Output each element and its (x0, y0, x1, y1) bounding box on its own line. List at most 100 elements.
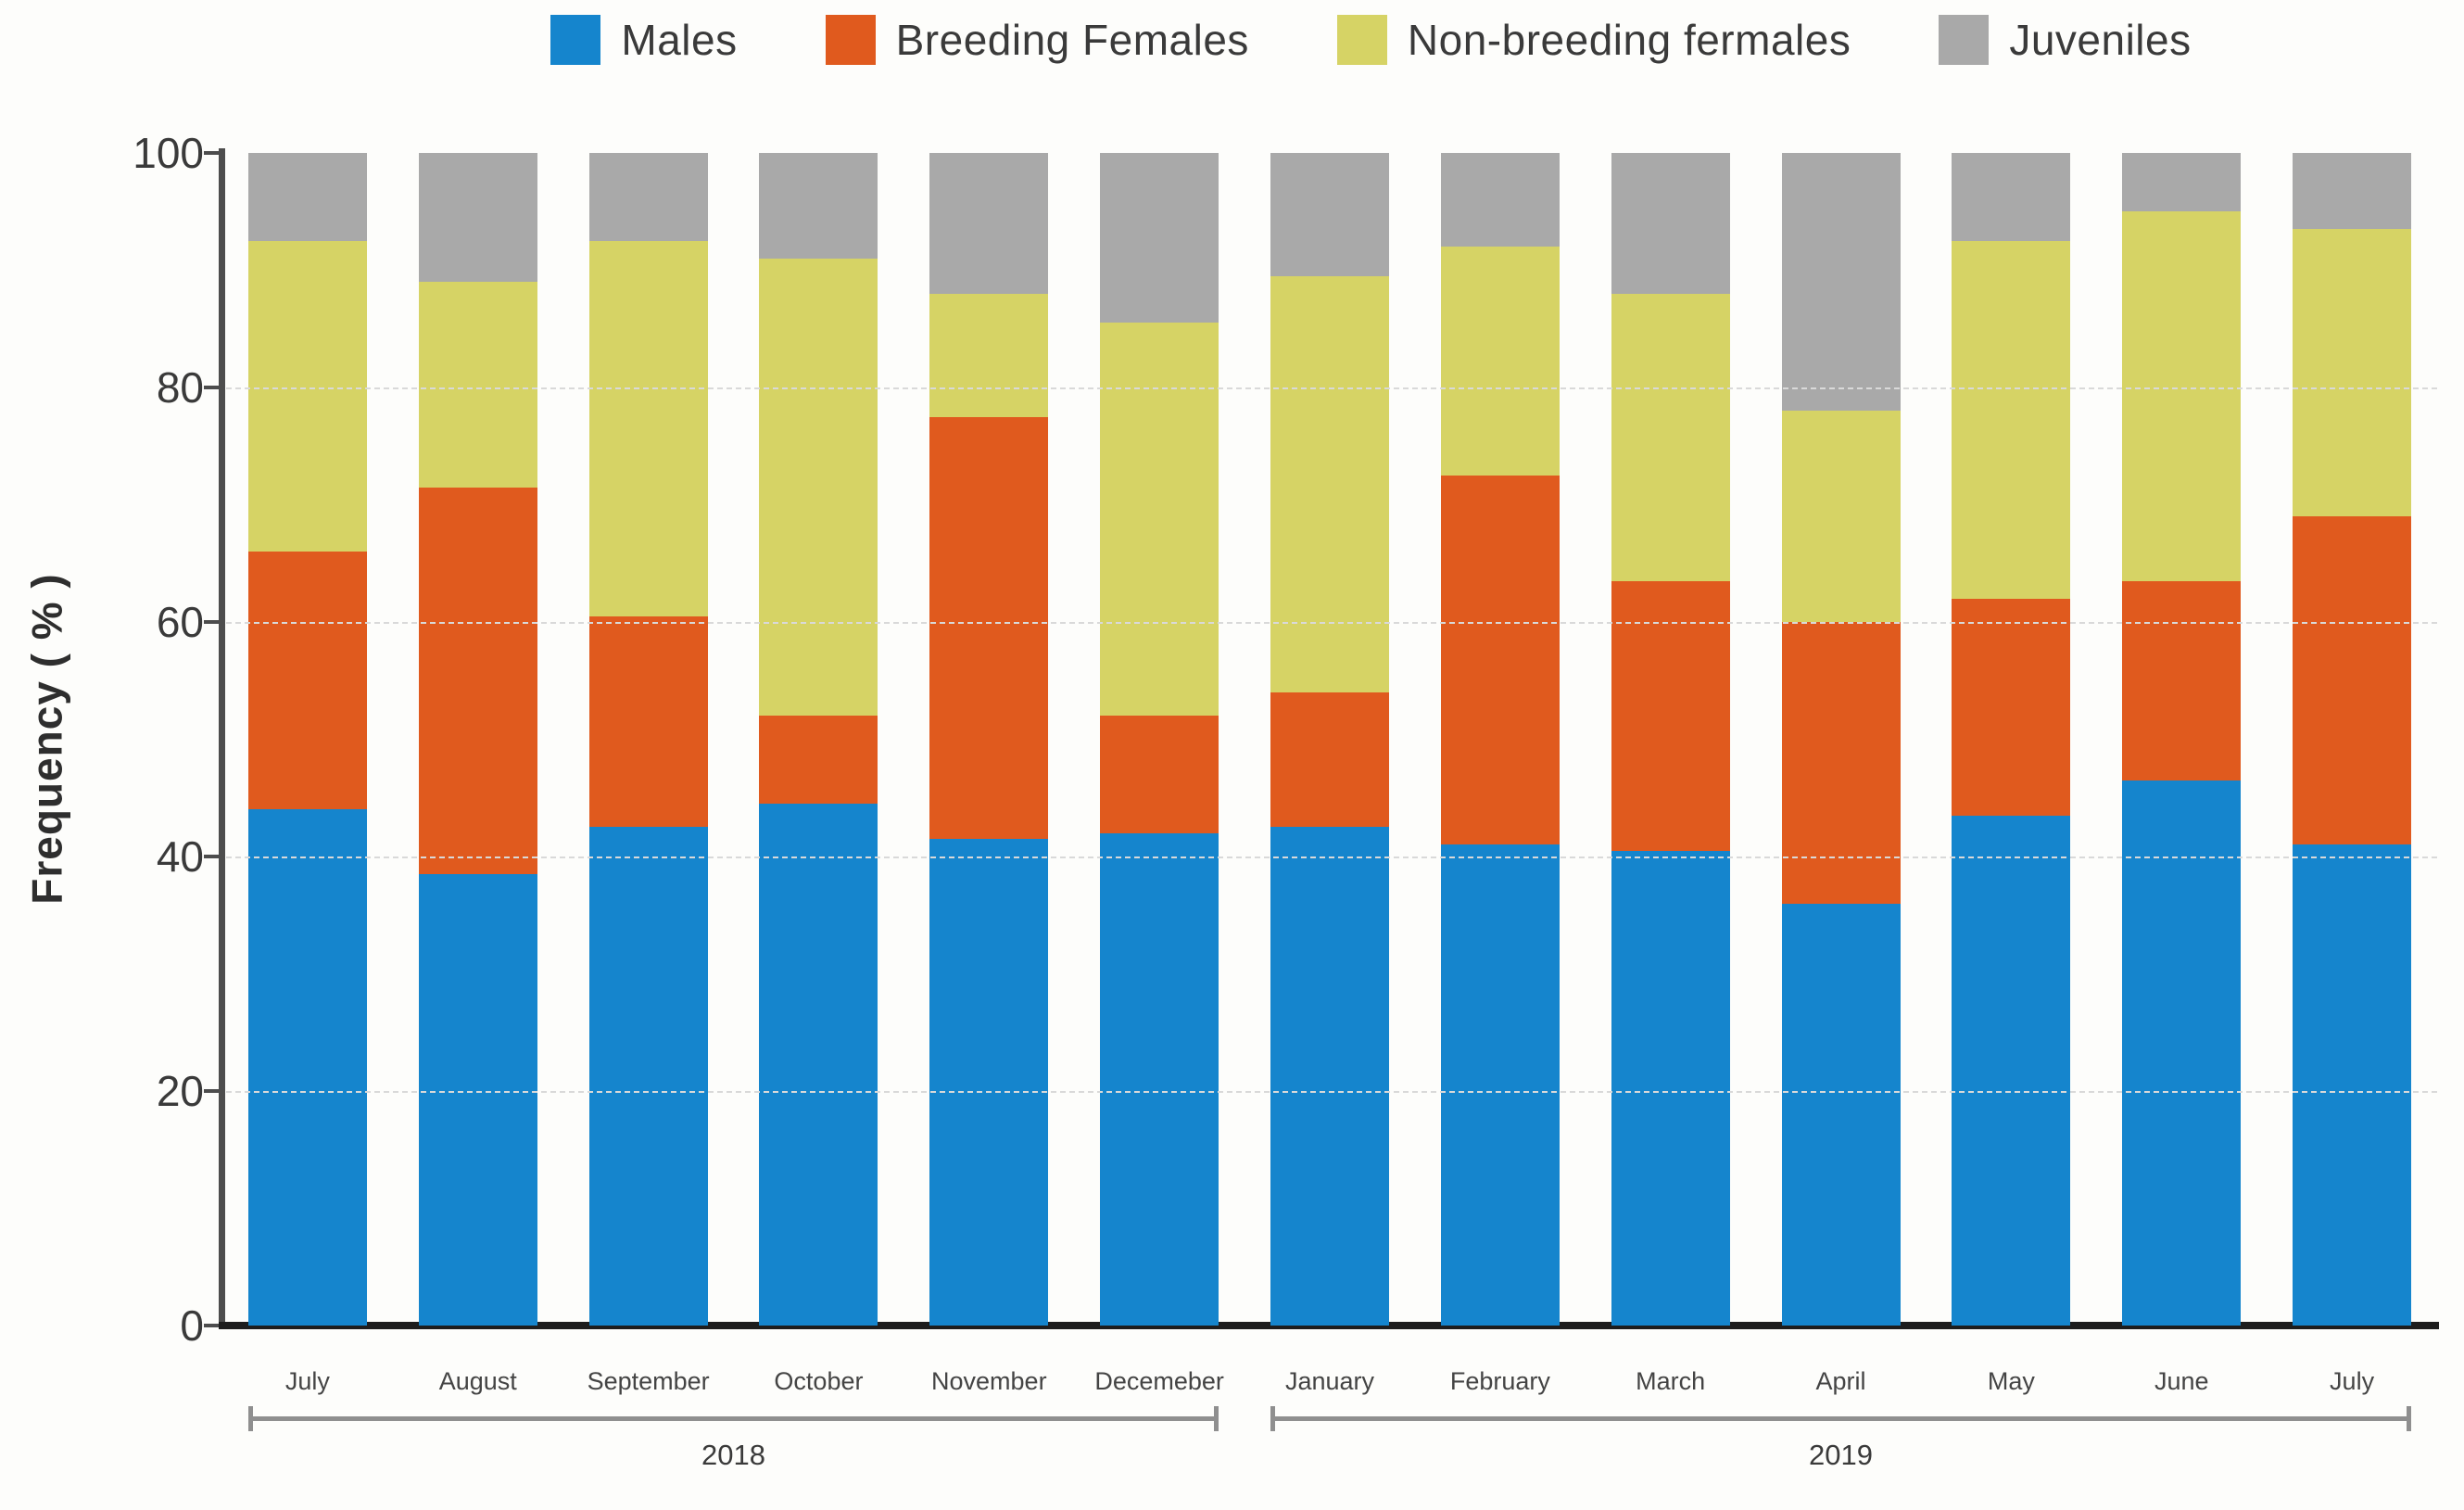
non-breeding-females-swatch-icon (1336, 15, 1387, 65)
bar-segment-non-breeding-fermales-may (1952, 240, 2071, 599)
month-label-september-2018: September (587, 1367, 710, 1395)
bar-june-2019 (2122, 153, 2242, 1326)
y-tick-mark-100 (204, 151, 219, 155)
bar-january-2019 (1270, 153, 1389, 1326)
bar-segment-juveniles-october (759, 153, 878, 259)
y-tick-label-0: 0 (180, 1301, 204, 1350)
bar-segment-non-breeding-fermales-november (929, 293, 1049, 417)
month-label-october-2018: October (774, 1367, 864, 1395)
bar-segment-males-june (2122, 780, 2242, 1326)
year-label-2019: 2019 (1809, 1439, 1874, 1471)
month-label-july-2018: July (284, 1367, 330, 1395)
bar-segment-breeding-females-july (247, 552, 367, 810)
bar-segment-breeding-females-february (1440, 475, 1560, 845)
bar-segment-males-july (2293, 844, 2412, 1326)
year-bracket-tick-2019-start (1270, 1406, 1275, 1431)
bar-october-2018 (759, 153, 878, 1326)
legend-item-non-breeding-females: Non-breeding fermales (1336, 15, 1851, 65)
bar-segment-non-breeding-fermales-march (1611, 293, 1730, 581)
bar-decemeber-2018 (1100, 153, 1219, 1326)
bar-segment-non-breeding-fermales-october (759, 258, 878, 717)
x-axis-line (219, 1322, 2439, 1329)
juveniles-swatch-icon (1939, 15, 1990, 65)
year-bracket-tick-2019-end (2407, 1406, 2412, 1431)
month-label-may-2019: May (1987, 1367, 2035, 1395)
bar-segment-juveniles-july (247, 153, 367, 241)
month-label-decemeber-2018: Decemeber (1094, 1367, 1224, 1395)
bar-segment-males-march (1611, 850, 1730, 1326)
bar-segment-non-breeding-fermales-august (418, 282, 537, 488)
bar-march-2019 (1611, 153, 1730, 1326)
y-tick-label-80: 80 (156, 363, 204, 412)
bar-segment-non-breeding-fermales-july (2293, 229, 2412, 517)
bar-segment-juveniles-march (1611, 153, 1730, 294)
bar-segment-breeding-females-august (418, 487, 537, 874)
bar-segment-breeding-females-october (759, 716, 878, 805)
month-label-february-2019: February (1449, 1367, 1550, 1395)
legend-item-juveniles: Juveniles (1939, 15, 2191, 65)
legend-label-males: Males (621, 16, 738, 64)
y-tick-mark-40 (204, 855, 219, 858)
month-label-june-2019: June (2154, 1367, 2209, 1395)
legend-label-non-breeding-females: Non-breeding fermales (1407, 16, 1851, 64)
gridline-40 (226, 857, 2437, 858)
bar-segment-non-breeding-fermales-july (247, 240, 367, 552)
y-axis-title: Frequency ( % ) (22, 573, 71, 905)
bar-segment-juveniles-february (1440, 153, 1560, 247)
bar-segment-breeding-females-may (1952, 598, 2071, 816)
year-bracket-tick-2018-start (247, 1406, 253, 1431)
bar-segment-males-april (1781, 903, 1901, 1326)
bar-segment-non-breeding-fermales-february (1440, 247, 1560, 476)
bar-segment-juveniles-august (418, 153, 537, 283)
bar-segment-juveniles-november (929, 153, 1049, 294)
y-tick-mark-20 (204, 1089, 219, 1093)
bar-segment-males-january (1270, 827, 1389, 1326)
year-label-2018: 2018 (701, 1439, 766, 1471)
bar-segment-males-september (588, 827, 708, 1326)
bar-segment-breeding-females-march (1611, 580, 1730, 851)
bar-segment-breeding-females-november (929, 416, 1049, 840)
bar-segment-non-breeding-fermales-january (1270, 275, 1389, 692)
bar-segment-males-november (929, 839, 1049, 1326)
bar-segment-non-breeding-fermales-decemeber (1100, 323, 1219, 717)
legend-item-breeding-females: Breeding Females (825, 15, 1249, 65)
bar-november-2018 (929, 153, 1049, 1326)
bar-segment-males-august (418, 873, 537, 1326)
breeding-females-swatch-icon (825, 15, 876, 65)
month-label-november-2018: November (931, 1367, 1047, 1395)
gridline-60 (226, 622, 2437, 624)
bar-segment-non-breeding-fermales-april (1781, 411, 1901, 623)
gridline-80 (226, 387, 2437, 389)
bar-segment-breeding-females-june (2122, 580, 2242, 780)
males-swatch-icon (550, 15, 601, 65)
month-label-january-2019: January (1284, 1367, 1375, 1395)
bar-segment-males-july (247, 809, 367, 1326)
bar-segment-juveniles-april (1781, 153, 1901, 412)
y-tick-label-100: 100 (133, 129, 204, 177)
y-tick-mark-60 (204, 620, 219, 624)
bar-segment-breeding-females-september (588, 615, 708, 828)
y-tick-label-40: 40 (156, 832, 204, 881)
y-tick-label-20: 20 (156, 1067, 204, 1115)
bar-segment-juveniles-may (1952, 153, 2071, 241)
plot-area (222, 153, 2437, 1326)
bar-segment-non-breeding-fermales-september (588, 240, 708, 616)
y-axis-line (219, 148, 225, 1327)
y-tick-mark-80 (204, 386, 219, 389)
bar-segment-males-decemeber (1100, 832, 1219, 1326)
bar-may-2019 (1952, 153, 2071, 1326)
bar-april-2019 (1781, 153, 1901, 1326)
year-bracket-tick-2018-end (1214, 1406, 1219, 1431)
bar-segment-breeding-females-july (2293, 516, 2412, 845)
month-label-march-2019: March (1636, 1367, 1706, 1395)
year-bracket-line-2019 (1270, 1416, 2412, 1421)
bar-segment-males-may (1952, 815, 2071, 1326)
bar-segment-juveniles-decemeber (1100, 153, 1219, 324)
legend-label-breeding-females: Breeding Females (895, 16, 1249, 64)
bar-segment-breeding-females-april (1781, 622, 1901, 904)
bar-july-2019 (2293, 153, 2412, 1326)
bar-february-2019 (1440, 153, 1560, 1326)
bar-segment-males-october (759, 804, 878, 1326)
month-label-august-2018: August (438, 1367, 517, 1395)
